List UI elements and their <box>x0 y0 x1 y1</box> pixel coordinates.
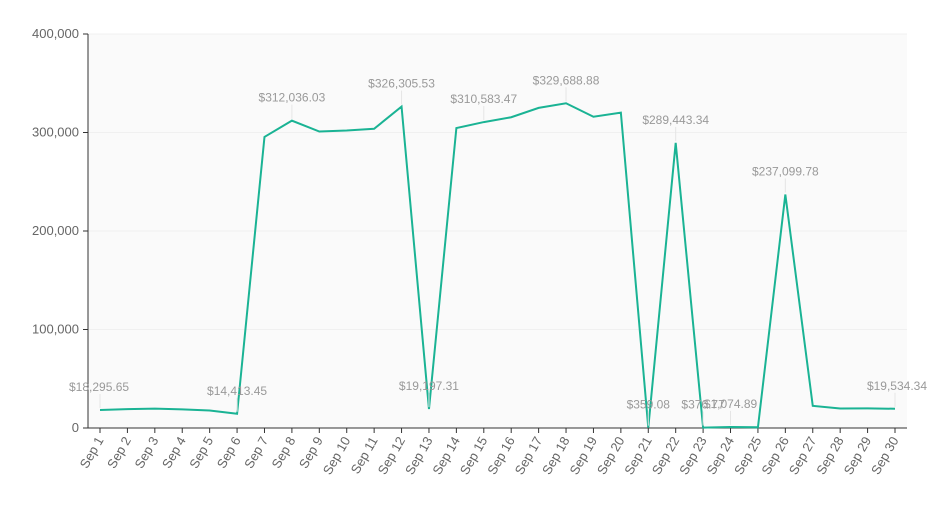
x-tick-label: Sep 8 <box>269 434 299 471</box>
data-point[interactable] <box>149 403 161 415</box>
data-label: $237,099.78 <box>752 164 819 178</box>
grid-lines <box>88 33 907 330</box>
x-tick-label: Sep 1 <box>77 434 107 471</box>
data-label: $310,583.47 <box>450 92 517 106</box>
data-point[interactable] <box>862 402 874 414</box>
data-label: $14,413.45 <box>207 384 267 398</box>
data-point[interactable] <box>450 122 462 134</box>
data-label: $19,534.34 <box>867 379 927 393</box>
data-point[interactable] <box>121 403 133 415</box>
data-point[interactable] <box>341 125 353 137</box>
x-tick-label: Sep 2 <box>104 434 134 471</box>
y-tick-label: 100,000 <box>32 322 79 337</box>
y-tick-label: 0 <box>72 420 79 435</box>
data-point[interactable] <box>807 400 819 412</box>
data-label: $329,688.88 <box>533 73 600 87</box>
data-label: $18,295.65 <box>69 380 129 394</box>
data-label: $326,305.53 <box>368 77 435 91</box>
y-tick-label: 300,000 <box>32 125 79 140</box>
x-tick-label: Sep 30 <box>868 434 902 477</box>
data-point[interactable] <box>752 421 764 433</box>
data-label: $312,036.03 <box>259 91 326 105</box>
data-label: $289,443.34 <box>642 113 709 127</box>
data-label: $1,074.89 <box>704 397 758 411</box>
x-tick-label: Sep 6 <box>214 434 244 471</box>
series-line-0 <box>99 102 896 429</box>
x-tick-label: Sep 4 <box>159 434 189 471</box>
data-label: $376.77 <box>681 398 725 412</box>
data-label: $19,197.31 <box>399 379 459 393</box>
data-point[interactable] <box>587 111 599 123</box>
data-point[interactable] <box>176 403 188 415</box>
data-point[interactable] <box>368 123 380 135</box>
data-point[interactable] <box>204 404 216 416</box>
data-point[interactable] <box>834 402 846 414</box>
data-label: $359.08 <box>627 398 671 412</box>
x-tick-label: Sep 5 <box>186 434 216 471</box>
data-point[interactable] <box>258 131 270 143</box>
data-point[interactable] <box>505 111 517 123</box>
series-layer <box>99 102 896 433</box>
data-point[interactable] <box>533 102 545 114</box>
x-tick-label: Sep 3 <box>131 434 161 471</box>
x-tick-label: Sep 7 <box>241 434 271 471</box>
y-axis: 0 100,000 200,000 300,000 400,000 <box>32 26 89 435</box>
data-point[interactable] <box>313 126 325 138</box>
x-tick-label: Sep 10 <box>320 434 354 477</box>
y-tick-label: 200,000 <box>32 223 79 238</box>
y-tick-label: 400,000 <box>32 26 79 41</box>
data-point[interactable] <box>615 107 627 119</box>
data-label-layer: $18,295.65 $14,413.45 $312,036.03 $326,305.… <box>69 73 927 426</box>
